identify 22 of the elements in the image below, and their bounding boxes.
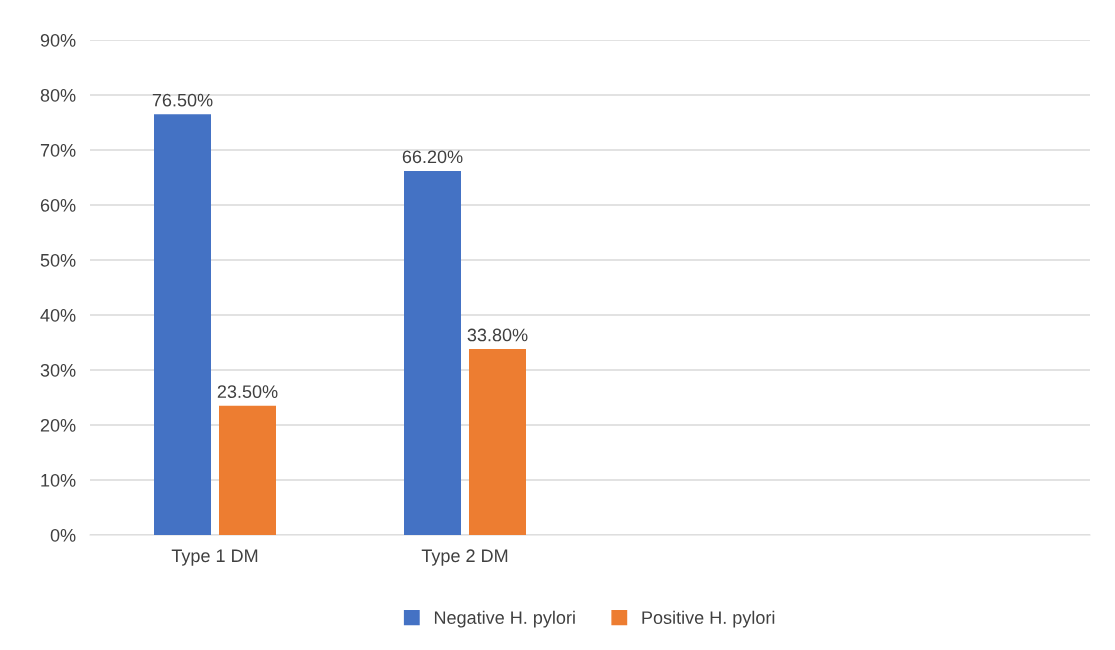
data-label: 66.20% xyxy=(402,150,463,164)
y-tick-label: 90% xyxy=(40,33,76,47)
bar xyxy=(219,405,276,535)
y-tick-label: 70% xyxy=(40,143,76,157)
x-tick-label: Type 2 DM xyxy=(421,549,508,566)
y-tick-label: 10% xyxy=(41,473,76,487)
y-tick-label: 0% xyxy=(50,528,76,542)
data-label: 23.50% xyxy=(217,385,278,399)
data-label: 33.80% xyxy=(467,328,528,342)
y-tick-label: 40% xyxy=(40,308,76,322)
legend-label: Negative H. pylori xyxy=(434,610,575,628)
y-tick-label: 50% xyxy=(40,253,76,267)
y-tick-label: 60% xyxy=(40,198,76,212)
legend-label: Positive H. pylori xyxy=(642,610,775,628)
y-tick-label: 30% xyxy=(40,363,76,377)
bar xyxy=(154,114,211,535)
bar xyxy=(469,349,526,535)
x-tick-label: Type 1 DM xyxy=(171,549,258,566)
bar xyxy=(404,170,461,535)
y-tick-label: 80% xyxy=(40,88,76,102)
y-tick-label: 20% xyxy=(40,418,76,432)
data-label: 76.50% xyxy=(152,93,213,107)
